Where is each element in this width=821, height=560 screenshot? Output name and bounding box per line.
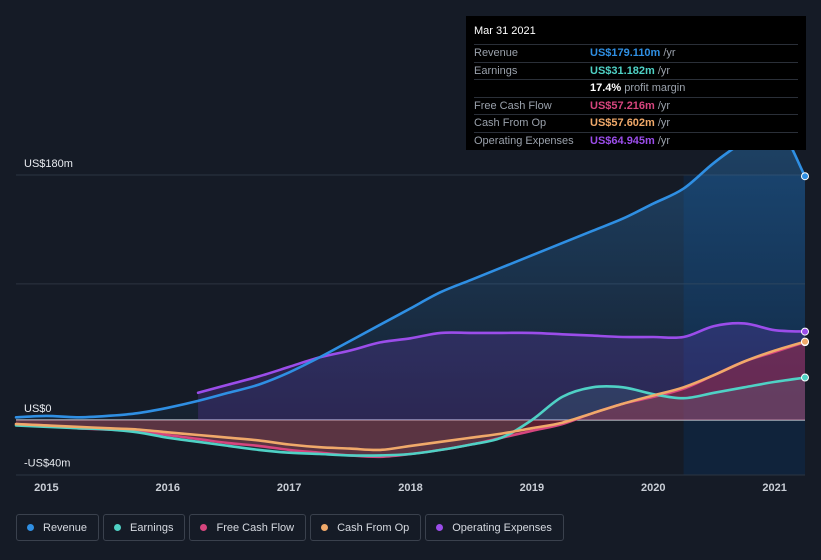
tooltip-unit: profit margin — [624, 82, 686, 94]
tooltip-label: Cash From Op — [474, 117, 547, 129]
x-tick-label: 2016 — [155, 482, 179, 494]
y-tick-label: US$0 — [24, 403, 52, 415]
cash-from-op-endpoint[interactable] — [801, 337, 809, 346]
x-tick-label: 2015 — [34, 482, 58, 494]
cash-from-op-line — [14, 340, 807, 452]
x-tick-label: 2020 — [641, 482, 665, 494]
legend-item-free-cash-flow[interactable]: Free Cash Flow — [189, 514, 307, 541]
tooltip-unit: /yr — [657, 134, 671, 147]
x-tick-label: 2018 — [398, 482, 422, 494]
tooltip-value: US$64.945m — [590, 134, 655, 147]
free-cash-flow-area — [16, 342, 805, 457]
tooltip-row: Operating Expenses US$64.945m/yr — [474, 133, 798, 150]
tooltip-date: Mar 31 2021 — [474, 24, 798, 45]
tooltip-unit: /yr — [657, 99, 671, 112]
earnings-endpoint[interactable] — [801, 373, 809, 382]
legend-item-operating-expenses[interactable]: Operating Expenses — [425, 514, 564, 541]
tooltip-unit: /yr — [663, 47, 676, 59]
revenue-area — [16, 120, 805, 420]
tooltip-value: 17.4% — [590, 82, 622, 94]
tooltip-value: US$57.602m — [590, 117, 655, 129]
operating-expenses-line — [196, 321, 807, 395]
operating-expenses-endpoint[interactable] — [801, 327, 809, 336]
legend-dot-icon — [114, 524, 122, 531]
legend-item-revenue[interactable]: Revenue — [16, 514, 100, 541]
legend-label: Revenue — [43, 521, 88, 534]
legend-dot-icon — [27, 524, 34, 531]
y-tick-label: US$180m — [24, 158, 73, 170]
tooltip-row: Cash From Op US$57.602m/yr — [474, 115, 798, 133]
legend-item-cash-from-op[interactable]: Cash From Op — [310, 514, 422, 541]
y-tick-label: -US$40m — [24, 457, 70, 469]
chart-legend: Revenue Earnings Free Cash Flow Cash From O… — [16, 514, 568, 541]
revenue-line — [14, 119, 807, 419]
tooltip-unit: /yr — [657, 117, 671, 129]
tooltip-row: Free Cash Flow US$57.216m/yr — [474, 98, 798, 115]
legend-item-earnings[interactable]: Earnings — [103, 514, 186, 541]
x-tick-label: 2017 — [277, 482, 301, 494]
tooltip-row: 17.4% profit margin — [474, 80, 798, 98]
tooltip-value: US$179.110m — [590, 47, 661, 59]
legend-label: Operating Expenses — [452, 521, 552, 534]
revenue-endpoint[interactable] — [801, 172, 809, 181]
x-tick-label: 2019 — [520, 482, 544, 494]
tooltip-label — [474, 80, 590, 97]
tooltip-value: US$57.216m — [590, 99, 655, 112]
legend-dot-icon — [436, 524, 444, 531]
tooltip-row: Revenue US$179.110m/yr — [474, 45, 798, 63]
earnings-line — [14, 376, 807, 457]
legend-label: Earnings — [130, 521, 174, 534]
tooltip-row: Earnings US$31.182m/yr — [474, 63, 798, 80]
legend-dot-icon — [321, 524, 329, 531]
tooltip-label: Operating Expenses — [474, 134, 574, 147]
legend-label: Free Cash Flow — [216, 521, 295, 534]
legend-label: Cash From Op — [337, 521, 410, 534]
tooltip-label: Earnings — [474, 64, 518, 77]
tooltip-label: Free Cash Flow — [474, 99, 552, 112]
data-tooltip: Mar 31 2021 Revenue US$179.110m/yr Earning… — [466, 16, 806, 150]
legend-dot-icon — [200, 524, 208, 531]
tooltip-value: US$31.182m — [590, 64, 655, 77]
x-tick-label: 2021 — [762, 482, 786, 494]
tooltip-label: Revenue — [474, 47, 519, 59]
tooltip-unit: /yr — [657, 64, 671, 77]
